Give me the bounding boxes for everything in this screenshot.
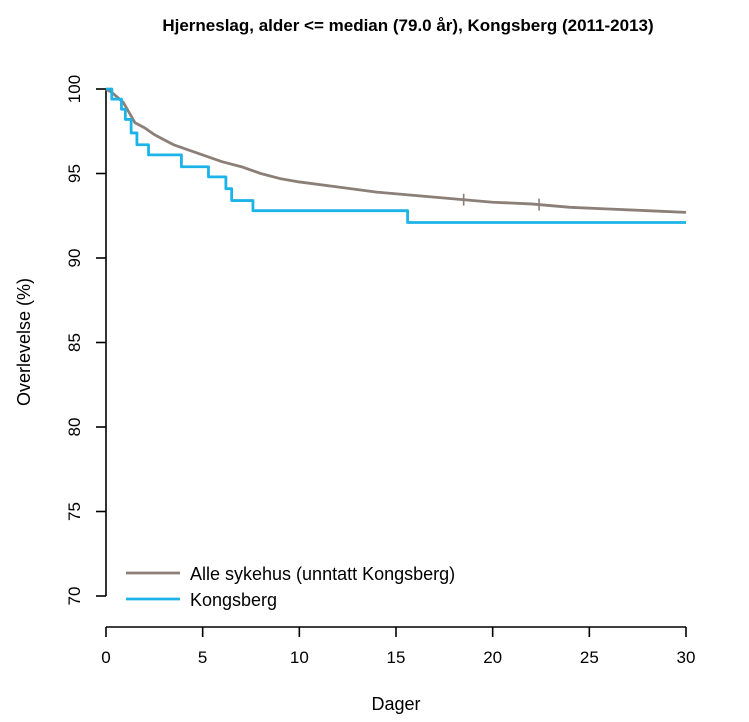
y-tick-label: 75 [65, 502, 84, 521]
y-axis-label: Overlevelse (%) [14, 278, 34, 406]
legend-label-1: Kongsberg [190, 590, 277, 610]
y-tick-label: 95 [65, 164, 84, 183]
x-axis-label: Dager [371, 694, 420, 714]
series-line-0 [105, 87, 687, 214]
x-tick-label: 20 [483, 648, 502, 667]
legend: Alle sykehus (unntatt Kongsberg) Kongsber… [126, 564, 455, 610]
x-tick-label: 10 [290, 648, 309, 667]
y-tick-label: 70 [65, 587, 84, 606]
x-tick-label: 5 [198, 648, 207, 667]
x-tick-label: 25 [580, 648, 599, 667]
y-tick-label: 100 [65, 75, 84, 103]
x-tick-label: 15 [387, 648, 406, 667]
y-tick-label: 85 [65, 333, 84, 352]
series-layer [105, 87, 687, 224]
axes: 70 75 80 85 90 95 100 0 5 10 15 20 25 30 [65, 75, 695, 667]
series-line-1 [106, 87, 686, 224]
y-tick-label: 80 [65, 418, 84, 437]
y-tick-label: 90 [65, 249, 84, 268]
x-tick-label: 30 [677, 648, 696, 667]
legend-label-0: Alle sykehus (unntatt Kongsberg) [190, 564, 455, 584]
x-tick-label: 0 [101, 648, 110, 667]
chart-title: Hjerneslag, alder <= median (79.0 år), K… [162, 16, 653, 35]
